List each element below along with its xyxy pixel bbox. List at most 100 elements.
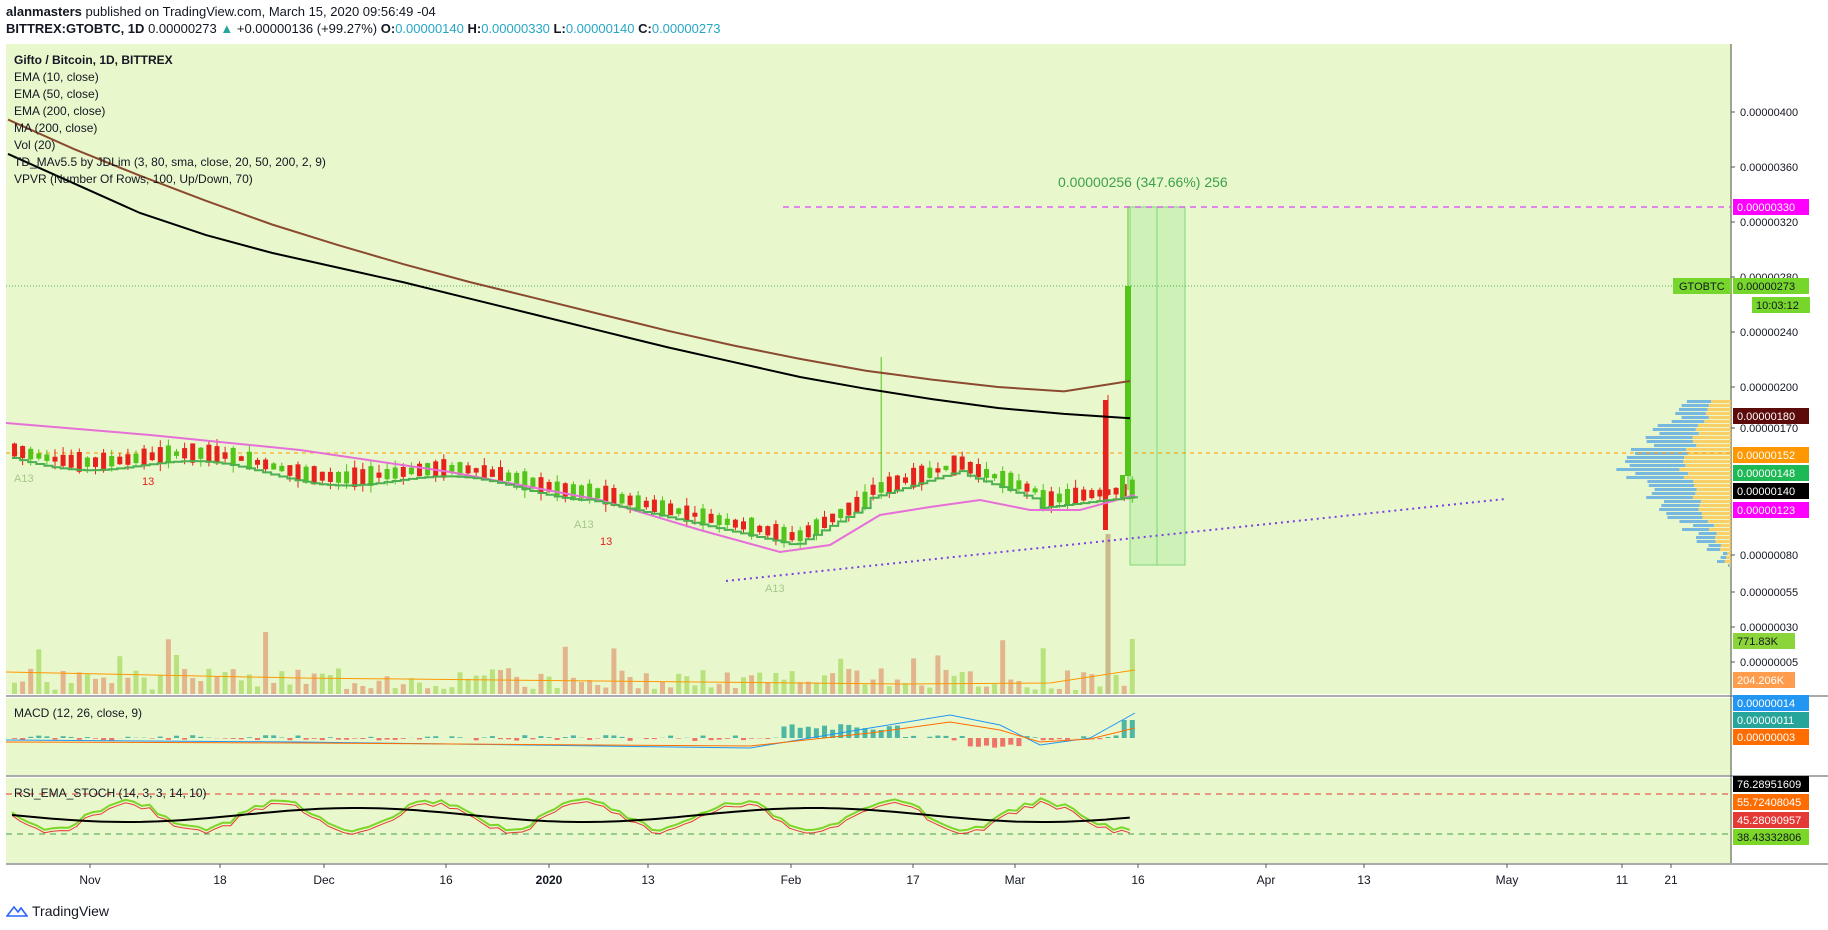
rsi-value-bg xyxy=(1733,776,1809,792)
volume-bar xyxy=(919,685,925,694)
macd-histogram-bar xyxy=(708,738,714,741)
vpvr-bar-up xyxy=(1661,504,1700,507)
price-chart[interactable]: 0.00000256 (347.66%) 256 A13 13 A13 13 A13 G… xyxy=(0,0,1828,900)
volume-bar xyxy=(20,681,26,694)
vpvr-bar-down xyxy=(1720,544,1731,547)
macd-histogram-bar xyxy=(886,726,892,738)
macd-histogram-bar xyxy=(692,738,698,741)
vpvr-bar-up xyxy=(1720,556,1727,559)
macd-histogram-bar xyxy=(1040,738,1046,741)
candle-body xyxy=(700,508,706,525)
vpvr-bar-up xyxy=(1646,496,1693,499)
candle-body xyxy=(854,496,860,513)
macd-histogram-bar xyxy=(481,737,487,738)
high-label: H: xyxy=(467,21,482,36)
volume-bar xyxy=(643,673,649,694)
candle-body xyxy=(198,447,204,459)
candle-body xyxy=(433,461,439,476)
macd-histogram-bar xyxy=(327,737,333,738)
legend-item-7: VPVR (Number Of Rows, 100, Up/Down, 70) xyxy=(14,172,253,186)
volume-bar xyxy=(481,675,487,694)
volume-bar xyxy=(992,684,998,694)
td-annotation: 13 xyxy=(142,476,154,488)
vpvr-bar-up xyxy=(1659,432,1699,435)
vpvr-bar-down xyxy=(1701,512,1731,515)
volume-bar xyxy=(862,684,868,694)
candle-body xyxy=(724,518,730,526)
price-change: +0.00000136 (+99.27%) xyxy=(236,21,378,36)
candle-body xyxy=(344,471,350,484)
volume-bar xyxy=(28,668,34,694)
price-label-bg xyxy=(1733,408,1809,424)
macd-histogram-bar xyxy=(12,738,17,739)
x-tick-label: Dec xyxy=(313,873,334,887)
candle-body xyxy=(206,444,212,463)
vpvr-bar-up xyxy=(1682,528,1709,531)
candle-body xyxy=(538,477,544,493)
vpvr-bar-up xyxy=(1652,428,1696,431)
macd-histogram-bar xyxy=(546,737,552,738)
vpvr-bar-down xyxy=(1694,484,1731,487)
candle-body xyxy=(489,469,495,477)
candle-body xyxy=(797,530,803,542)
volume-bar xyxy=(838,658,844,694)
macd-histogram-bar xyxy=(198,736,204,738)
macd-histogram-bar xyxy=(1081,736,1087,738)
candle-body xyxy=(28,448,34,460)
volume-bar xyxy=(797,682,803,694)
vpvr-bar-down xyxy=(1692,496,1731,499)
rsi-value-bg xyxy=(1733,829,1809,845)
macd-histogram-bar xyxy=(1008,738,1014,745)
volume-bar xyxy=(894,679,900,694)
candle-body xyxy=(813,519,819,535)
candle-body xyxy=(271,463,277,470)
vpvr-bar-up xyxy=(1708,544,1721,547)
vpvr-bar-down xyxy=(1720,548,1731,551)
x-tick-label: 11 xyxy=(1616,873,1629,887)
candle-body xyxy=(587,483,593,500)
candle-body xyxy=(36,453,42,459)
vpvr-bar-up xyxy=(1717,560,1725,563)
macd-histogram-bar xyxy=(927,736,933,738)
macd-histogram-bar xyxy=(603,735,609,738)
macd-histogram-bar xyxy=(498,738,503,740)
y-tick-label: 0.00000005 xyxy=(1740,657,1798,669)
macd-histogram-bar xyxy=(255,738,260,741)
open-label: O: xyxy=(380,21,396,36)
volume-bar xyxy=(1056,688,1062,694)
candle-body xyxy=(295,464,301,481)
volume-bar xyxy=(68,682,74,694)
macd-histogram-bar xyxy=(433,736,439,738)
macd-histogram-bar xyxy=(52,738,58,740)
volume-bar xyxy=(400,684,406,694)
close-label: C: xyxy=(638,21,652,36)
y-tick-label: 0.00000055 xyxy=(1740,587,1798,599)
candle-body xyxy=(595,488,601,499)
vpvr-bar-up xyxy=(1653,444,1697,447)
candle-body xyxy=(498,467,503,483)
symbol-tag: GTOBTC xyxy=(1679,281,1725,293)
volume-bar xyxy=(319,673,325,694)
volume-bar xyxy=(684,676,690,694)
macd-histogram-bar xyxy=(943,735,949,738)
volume-bar xyxy=(206,668,212,694)
y-tick-label: 0.00000200 xyxy=(1740,382,1798,394)
volume-bar xyxy=(732,688,738,694)
vpvr-bar-down xyxy=(1695,492,1731,495)
volume-ma-line xyxy=(5,669,1136,685)
volume-bar xyxy=(660,682,665,694)
volume-bar xyxy=(376,680,382,694)
price-label-bg xyxy=(1733,483,1809,499)
volume-bar xyxy=(182,668,188,694)
vpvr-bar-up xyxy=(1645,436,1693,439)
price-label-text: 0.00000273 xyxy=(1737,281,1795,293)
vpvr-bar-down xyxy=(1684,456,1731,459)
candle-body xyxy=(781,526,787,542)
tradingview-footer[interactable]: TradingView xyxy=(6,903,109,919)
publisher-name[interactable]: alanmasters xyxy=(6,4,82,19)
volume-bar xyxy=(360,685,366,694)
volume-bar xyxy=(311,673,317,694)
macd-histogram-bar xyxy=(400,738,406,739)
candle-body xyxy=(449,464,455,472)
volume-bar xyxy=(303,683,309,694)
